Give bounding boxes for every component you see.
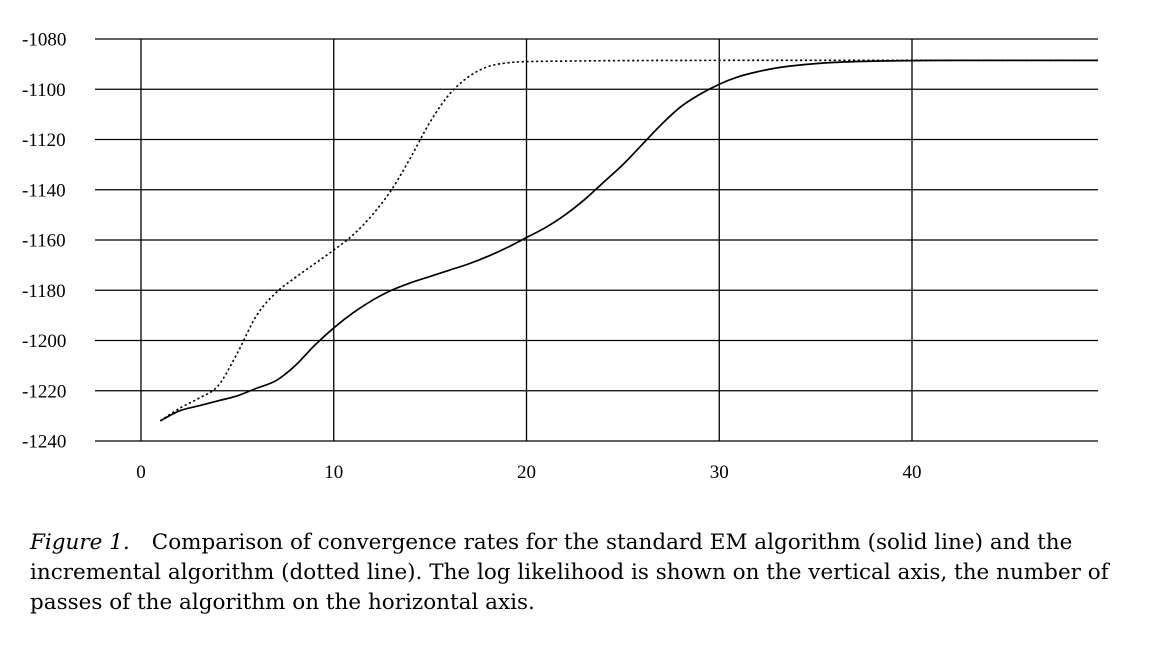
- x-tick-labels: 0 10 20 30 40: [136, 462, 921, 483]
- figure-caption-label: Figure 1.: [30, 530, 130, 555]
- y-tick-label: -1160: [22, 231, 66, 252]
- x-tick-label: 0: [136, 462, 146, 483]
- x-tick-label: 20: [517, 462, 536, 483]
- y-tick-labels: -1080 -1100 -1120 -1140 -1160 -1180 -1200 -1220…: [22, 30, 66, 453]
- x-tick-label: 30: [710, 462, 729, 483]
- standard-em-solid-line: [159, 59, 1098, 422]
- x-tick-label: 40: [903, 462, 922, 483]
- series-lines: [159, 59, 1098, 422]
- y-tick-label: -1240: [22, 432, 66, 453]
- y-tick-label: -1220: [22, 381, 66, 402]
- y-tick-label: -1100: [22, 80, 66, 101]
- figure-caption-text: Comparison of convergence rates for the …: [30, 530, 1109, 615]
- y-tick-label: -1080: [22, 30, 66, 51]
- convergence-line-chart: -1080 -1100 -1120 -1140 -1160 -1180 -1200 -1220…: [22, 30, 1098, 483]
- x-tick-label: 10: [324, 462, 343, 483]
- incremental-em-dotted-line: [159, 59, 1098, 422]
- y-tick-label: -1120: [22, 130, 66, 151]
- y-tick-label: -1140: [22, 180, 66, 201]
- y-tick-label: -1200: [22, 331, 66, 352]
- figure-caption: Figure 1. Comparison of convergence rates…: [30, 528, 1130, 618]
- y-tick-label: -1180: [22, 281, 66, 302]
- grid-lines: [95, 38, 1098, 442]
